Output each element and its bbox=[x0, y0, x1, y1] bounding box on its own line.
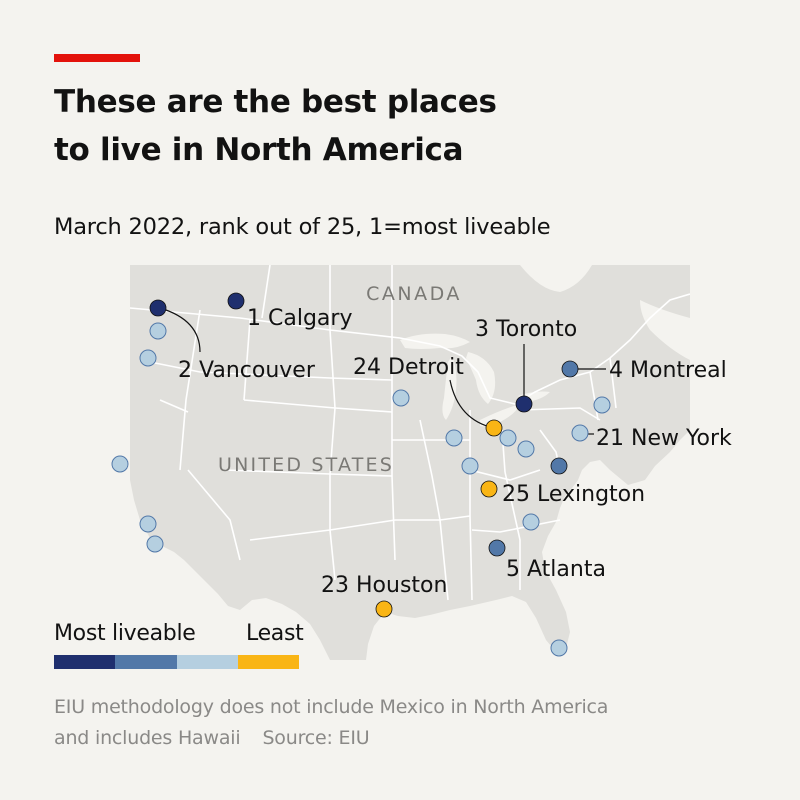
city-marker bbox=[517, 440, 535, 458]
canada-us-border bbox=[130, 293, 690, 405]
new-york-name: New York bbox=[631, 426, 732, 451]
usa-label: UNITED STATES bbox=[218, 454, 394, 476]
chart-subtitle: March 2022, rank out of 25, 1=most livea… bbox=[54, 214, 551, 240]
legend-swatch-most bbox=[54, 655, 116, 669]
vancouver-label: 2 Vancouver bbox=[178, 358, 316, 383]
calgary-rank: 1 bbox=[247, 306, 261, 331]
city-marker bbox=[146, 535, 164, 553]
toronto-label: 3 Toronto bbox=[475, 317, 577, 342]
lexington-name: Lexington bbox=[537, 482, 645, 507]
city-marker bbox=[550, 457, 568, 475]
legend-color-scale bbox=[54, 655, 299, 669]
atlanta-label: 5 Atlanta bbox=[506, 557, 606, 582]
calgary-label: 1 Calgary bbox=[247, 306, 352, 331]
detroit-marker bbox=[485, 419, 503, 437]
houston-label: 23 Houston bbox=[321, 573, 447, 598]
legend-most-label: Most liveable bbox=[54, 621, 196, 646]
land-mass bbox=[130, 265, 690, 660]
lexington-rank: 25 bbox=[502, 482, 530, 507]
legend-swatch-high bbox=[115, 655, 177, 669]
atlanta-rank: 5 bbox=[506, 557, 520, 582]
lake-superior bbox=[400, 333, 470, 349]
city-markers-mid bbox=[111, 322, 611, 657]
detroit-label: 24 Detroit bbox=[353, 355, 464, 380]
city-marker bbox=[550, 639, 568, 657]
new-york-rank: 21 bbox=[596, 426, 624, 451]
title-line-1: These are the best places bbox=[54, 84, 497, 120]
detroit-name: Detroit bbox=[388, 355, 464, 380]
montreal-marker bbox=[561, 360, 579, 378]
hudson-bay bbox=[520, 265, 592, 292]
city-markers-ranked bbox=[149, 292, 579, 618]
vancouver-rank: 2 bbox=[178, 358, 192, 383]
city-marker bbox=[392, 389, 410, 407]
footnote-line-2-wrap: and includes Hawaii Source: EIU bbox=[54, 723, 754, 754]
city-marker bbox=[499, 429, 517, 447]
atlanta-marker bbox=[488, 539, 506, 557]
title-line-2: to live in North America bbox=[54, 132, 464, 168]
city-labels: 1 Calgary 2 Vancouver 3 Toronto 4 Montre… bbox=[178, 306, 732, 598]
city-marker bbox=[111, 455, 129, 473]
vancouver-leader-line bbox=[159, 307, 201, 353]
footnote: EIU methodology does not include Mexico … bbox=[54, 692, 754, 754]
city-marker bbox=[445, 429, 463, 447]
new-york-marker bbox=[571, 424, 589, 442]
source-note: Source: EIU bbox=[262, 727, 370, 749]
lake-michigan bbox=[442, 356, 457, 420]
lexington-marker bbox=[480, 480, 498, 498]
detroit-rank: 24 bbox=[353, 355, 381, 380]
montreal-name: Montreal bbox=[630, 358, 727, 383]
canada-label: CANADA bbox=[366, 283, 462, 305]
calgary-marker bbox=[227, 292, 245, 310]
toronto-name: Toronto bbox=[495, 317, 577, 342]
new-york-label: 21 New York bbox=[596, 426, 732, 451]
map-land bbox=[130, 265, 690, 660]
houston-name: Houston bbox=[356, 573, 447, 598]
chart-title: These are the best places to live in Nor… bbox=[54, 78, 734, 174]
atlanta-name: Atlanta bbox=[527, 557, 606, 582]
city-marker bbox=[139, 515, 157, 533]
houston-rank: 23 bbox=[321, 573, 349, 598]
toronto-rank: 3 bbox=[475, 317, 489, 342]
houston-marker bbox=[375, 600, 393, 618]
city-marker bbox=[593, 396, 611, 414]
city-marker bbox=[139, 349, 157, 367]
city-marker bbox=[522, 513, 540, 531]
footnote-line-1: EIU methodology does not include Mexico … bbox=[54, 696, 609, 718]
montreal-label: 4 Montreal bbox=[609, 358, 727, 383]
vancouver-marker bbox=[149, 299, 167, 317]
map-borders bbox=[130, 265, 690, 601]
montreal-rank: 4 bbox=[609, 358, 623, 383]
city-marker bbox=[149, 322, 167, 340]
legend-swatch-mid bbox=[176, 655, 238, 669]
toronto-marker bbox=[515, 395, 533, 413]
lexington-label: 25 Lexington bbox=[502, 482, 645, 507]
brand-accent-bar bbox=[54, 54, 140, 62]
city-marker bbox=[461, 457, 479, 475]
calgary-name: Calgary bbox=[268, 306, 352, 331]
legend-least-label: Least bbox=[246, 621, 304, 646]
legend-swatch-least bbox=[237, 655, 299, 669]
vancouver-name: Vancouver bbox=[199, 358, 316, 383]
footnote-line-2: and includes Hawaii bbox=[54, 727, 241, 749]
